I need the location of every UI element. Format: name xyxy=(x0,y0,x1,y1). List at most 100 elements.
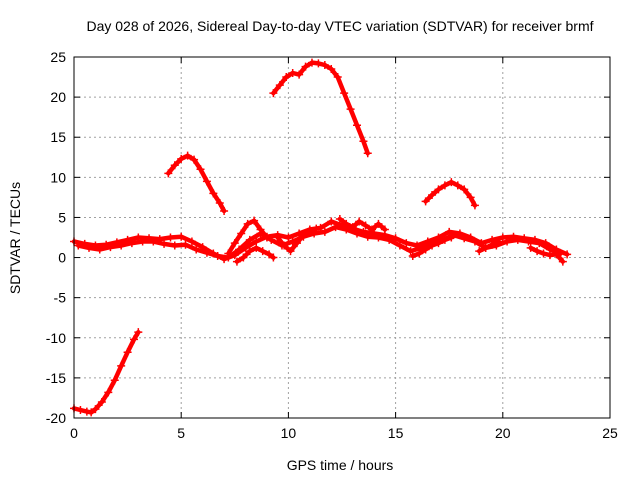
series-arc-24 xyxy=(269,58,372,158)
data-point xyxy=(314,59,323,68)
data-point xyxy=(333,73,342,82)
data-point xyxy=(307,58,316,67)
data-point xyxy=(250,216,259,225)
data-point xyxy=(470,201,479,210)
data-point xyxy=(415,249,424,258)
data-point xyxy=(545,251,554,260)
data-point xyxy=(181,240,190,249)
data-point xyxy=(470,237,479,246)
data-point xyxy=(258,247,267,256)
y-tick-label: -20 xyxy=(46,410,66,426)
data-point xyxy=(320,227,329,236)
series-line xyxy=(166,153,227,214)
data-point xyxy=(232,257,241,266)
series-arc-mid-4 xyxy=(335,215,389,234)
data-point xyxy=(335,215,344,224)
data-point xyxy=(275,81,284,90)
data-point xyxy=(85,243,94,252)
data-point xyxy=(87,408,96,417)
y-tick-label: 25 xyxy=(50,49,66,65)
series-arc-mid-3 xyxy=(273,224,321,256)
data-point xyxy=(166,233,175,242)
data-point xyxy=(265,250,274,259)
data-point xyxy=(460,185,469,194)
data-point xyxy=(440,181,449,190)
data-point xyxy=(428,241,437,250)
data-point xyxy=(363,232,372,241)
data-point xyxy=(127,239,136,248)
x-tick-label: 25 xyxy=(602,425,618,441)
data-point xyxy=(385,235,394,244)
series-arc-late-1 xyxy=(408,233,456,260)
data-point xyxy=(406,247,415,256)
data-point xyxy=(361,221,370,230)
data-point xyxy=(498,233,507,242)
axis-ticks: 0 5 10 15 20 25 -20 -15 -10 -5 0 5 10 15 20 25 xyxy=(46,49,618,441)
data-point xyxy=(552,250,561,259)
series-arc-mid-2 xyxy=(232,243,278,266)
series-line xyxy=(423,179,478,208)
data-point xyxy=(533,247,542,256)
data-point xyxy=(353,121,362,130)
y-tick-label: -5 xyxy=(54,290,67,306)
data-point xyxy=(269,89,278,98)
data-point xyxy=(363,149,372,158)
data-point xyxy=(445,227,454,236)
data-point xyxy=(160,239,169,248)
data-point xyxy=(539,249,548,258)
data-point xyxy=(224,249,233,258)
data-point xyxy=(447,233,456,242)
data-point xyxy=(213,251,222,260)
data-point xyxy=(235,245,244,254)
data-point xyxy=(91,405,100,414)
x-tick-label: 20 xyxy=(495,425,511,441)
data-point xyxy=(359,137,368,146)
y-tick-label: 15 xyxy=(50,129,66,145)
data-point xyxy=(292,239,301,248)
data-point xyxy=(170,241,179,250)
data-point xyxy=(106,243,115,252)
series-layer xyxy=(70,58,572,417)
data-point xyxy=(280,241,289,250)
data-point xyxy=(177,232,186,241)
data-point xyxy=(301,62,310,71)
chart-title: Day 028 of 2026, Sidereal Day-to-day VTE… xyxy=(86,18,593,34)
data-point xyxy=(481,243,490,252)
data-point xyxy=(202,177,211,186)
y-tick-label: 0 xyxy=(58,250,66,266)
data-point xyxy=(209,189,218,198)
data-point xyxy=(230,239,239,248)
data-point xyxy=(288,237,297,246)
data-point xyxy=(434,185,443,194)
data-point xyxy=(434,239,443,248)
series-line xyxy=(476,239,501,254)
data-point xyxy=(183,151,192,160)
data-point xyxy=(526,243,535,252)
y-tick-label: -15 xyxy=(46,370,66,386)
series-arc-mid-1 xyxy=(224,216,271,258)
data-point xyxy=(245,247,254,256)
data-point xyxy=(252,243,261,252)
data-point xyxy=(76,405,85,414)
plot-frame xyxy=(73,56,611,419)
data-point xyxy=(117,241,126,250)
y-tick-label: 5 xyxy=(58,209,66,225)
series-arc-9 xyxy=(421,178,479,210)
data-point xyxy=(563,250,572,259)
data-point xyxy=(282,73,291,82)
data-point xyxy=(299,231,308,240)
data-point xyxy=(475,247,484,256)
data-point xyxy=(239,253,248,262)
data-point xyxy=(342,219,351,228)
series-line xyxy=(71,329,141,415)
data-point xyxy=(402,239,411,248)
series-arc-late-2 xyxy=(475,237,503,256)
data-point xyxy=(192,245,201,254)
series-arc-12 xyxy=(164,151,229,216)
x-tick-label: 15 xyxy=(388,425,404,441)
data-point xyxy=(245,235,254,244)
data-point xyxy=(164,169,173,178)
data-point xyxy=(117,361,126,370)
data-point xyxy=(170,161,179,170)
